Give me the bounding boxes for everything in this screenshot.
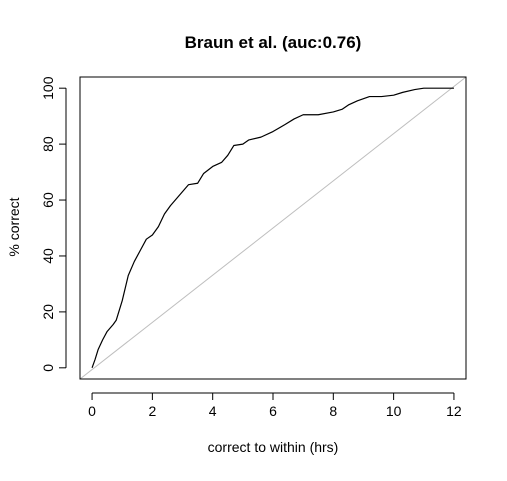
x-axis-label: correct to within (hrs) (208, 439, 339, 455)
x-tick-label: 6 (269, 403, 277, 419)
x-tick-label: 0 (88, 403, 96, 419)
y-axis-label: % correct (6, 197, 22, 256)
y-tick-label: 60 (40, 192, 56, 208)
chart-title: Braun et al. (auc:0.76) (185, 33, 362, 52)
plot-frame (79, 76, 467, 380)
reference-diagonal-line (79, 76, 467, 380)
x-tick-label: 12 (446, 403, 462, 419)
y-tick-label: 0 (40, 364, 56, 372)
plot-area: 0 2 4 6 8 10 12 0 20 40 60 80 100 (40, 76, 467, 419)
y-tick-label: 100 (40, 76, 56, 100)
y-tick-label: 40 (40, 248, 56, 264)
x-tick-label: 10 (386, 403, 402, 419)
roc-curve-line (91, 87, 454, 369)
y-tick-label: 80 (40, 136, 56, 152)
x-tick-label: 4 (209, 403, 217, 419)
x-tick-label: 8 (329, 403, 337, 419)
x-tick-label: 2 (148, 403, 156, 419)
y-tick-label: 20 (40, 304, 56, 320)
